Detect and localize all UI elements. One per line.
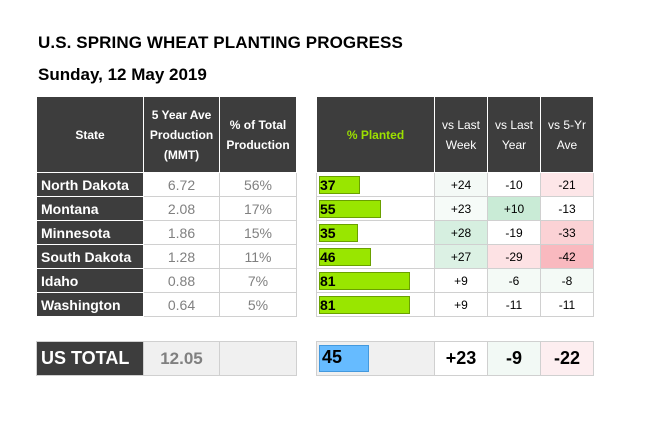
total-pct-blank [219,341,297,376]
state-name: Idaho [36,268,144,293]
table-row: Idaho 0.88 7% [36,268,297,293]
planted-bar [319,248,371,266]
vs-last-week-value: +24 [434,172,488,197]
vs-5yr-value: -13 [540,196,594,221]
planted-value: 81 [320,273,336,289]
table-row: Washington 0.64 5% [36,292,297,317]
header-production: 5 Year Ave Production (MMT) [143,96,220,173]
vs-last-week-value: +23 [434,196,488,221]
total-production: 12.05 [143,341,220,376]
planting-table: % Planted vs Last Week vs Last Year vs 5… [316,96,594,317]
vs-5yr-value: -11 [540,292,594,317]
vs-last-week-value: +9 [434,292,488,317]
production-value: 2.08 [143,196,220,221]
vs-last-year-value: -19 [487,220,541,245]
pct-total-value: 17% [219,196,297,221]
planted-cell: 55 [316,196,435,221]
planted-value: 37 [320,177,336,193]
planted-bar [319,200,381,218]
vs-last-year-value: +10 [487,196,541,221]
total-planted-value: 45 [322,347,343,367]
total-left-table: US TOTAL 12.05 [36,341,297,376]
planted-bar [319,296,410,314]
production-value: 1.86 [143,220,220,245]
pct-total-value: 15% [219,220,297,245]
header-pct-total: % of Total Production [219,96,297,173]
state-name: Washington [36,292,144,317]
production-value: 0.64 [143,292,220,317]
total-vs-last-week: +23 [434,341,488,376]
planted-value: 46 [320,249,336,265]
total-planted-cell: 45 [316,341,435,376]
state-name: Minnesota [36,220,144,245]
planted-value: 81 [320,297,336,313]
state-name: North Dakota [36,172,144,197]
planted-bar [319,272,410,290]
vs-last-week-value: +28 [434,220,488,245]
table-row: Montana 2.08 17% [36,196,297,221]
production-value: 1.28 [143,244,220,269]
vs-5yr-value: -8 [540,268,594,293]
pct-total-value: 5% [219,292,297,317]
header-vs-5yr: vs 5-Yr Ave [540,96,594,173]
vs-last-year-value: -6 [487,268,541,293]
production-table: State 5 Year Ave Production (MMT) % of T… [36,96,297,317]
header-state: State [36,96,144,173]
vs-last-year-value: -29 [487,244,541,269]
vs-5yr-value: -33 [540,220,594,245]
planted-cell: 46 [316,244,435,269]
vs-5yr-value: -42 [540,244,594,269]
planted-bar [319,224,358,242]
pct-total-value: 11% [219,244,297,269]
total-vs-last-year: -9 [487,341,541,376]
table-row: 81 +9 -11 -11 [316,292,594,317]
planted-cell: 81 [316,292,435,317]
page-title: U.S. SPRING WHEAT PLANTING PROGRESS [38,33,403,52]
pct-total-value: 7% [219,268,297,293]
vs-last-year-value: -10 [487,172,541,197]
vs-last-year-value: -11 [487,292,541,317]
total-label: US TOTAL [36,341,144,376]
planted-value: 35 [320,225,336,241]
planted-cell: 81 [316,268,435,293]
planted-value: 55 [320,201,336,217]
table-row: 46 +27 -29 -42 [316,244,594,269]
table-row: 81 +9 -6 -8 [316,268,594,293]
header-vs-last-week: vs Last Week [434,96,488,173]
page-subtitle: Sunday, 12 May 2019 [38,65,207,84]
table-row: 37 +24 -10 -21 [316,172,594,197]
state-name: South Dakota [36,244,144,269]
table-row: South Dakota 1.28 11% [36,244,297,269]
state-name: Montana [36,196,144,221]
table-row: Minnesota 1.86 15% [36,220,297,245]
total-vs-5yr: -22 [540,341,594,376]
total-right-table: 45 +23 -9 -22 [316,341,594,376]
planted-bar [319,176,360,194]
vs-5yr-value: -21 [540,172,594,197]
table-row: North Dakota 6.72 56% [36,172,297,197]
total-planted-bar [319,345,369,372]
pct-total-value: 56% [219,172,297,197]
planted-cell: 37 [316,172,435,197]
production-value: 6.72 [143,172,220,197]
header-pct-planted: % Planted [316,96,435,173]
production-value: 0.88 [143,268,220,293]
header-vs-last-year: vs Last Year [487,96,541,173]
table-row: 55 +23 +10 -13 [316,196,594,221]
table-row: 35 +28 -19 -33 [316,220,594,245]
vs-last-week-value: +27 [434,244,488,269]
vs-last-week-value: +9 [434,268,488,293]
planted-cell: 35 [316,220,435,245]
